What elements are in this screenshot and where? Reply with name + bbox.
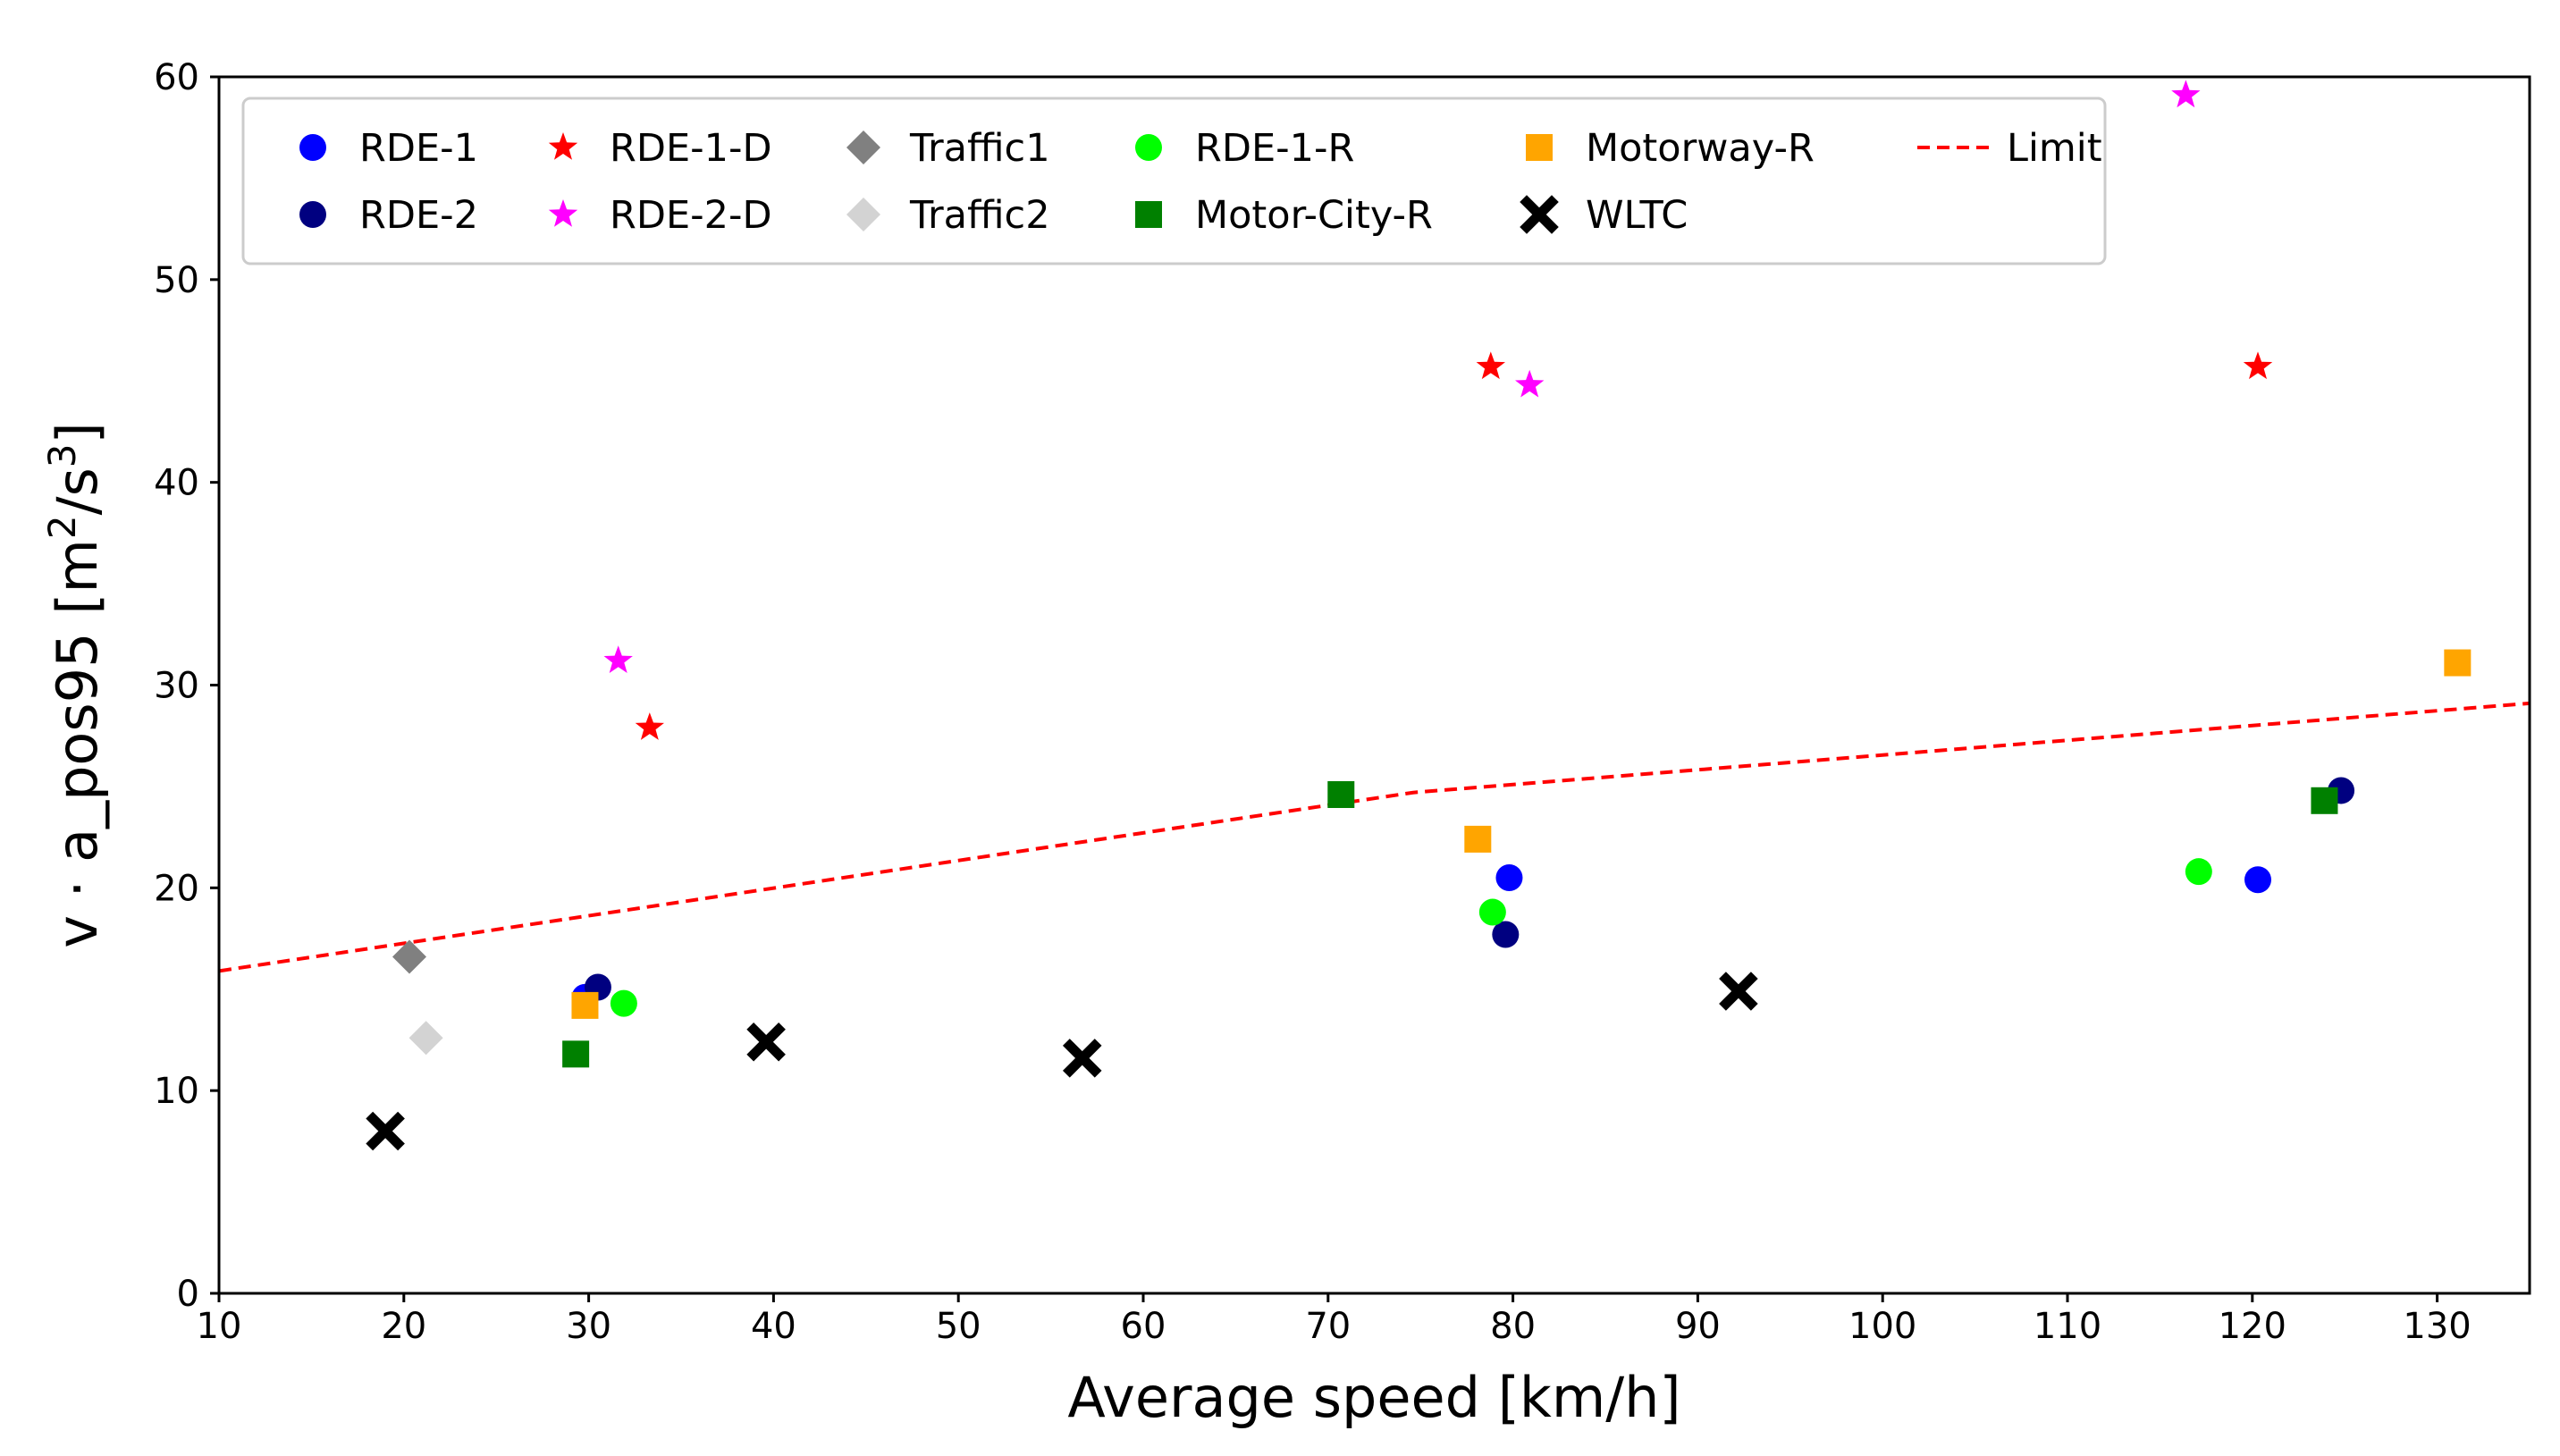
legend-label: Motorway-R (1586, 126, 1815, 171)
point-rde-1-d (2243, 351, 2273, 380)
legend-swatch (1526, 134, 1553, 161)
x-tick-label: 20 (381, 1306, 426, 1347)
legend-label: RDE-1-D (610, 126, 772, 171)
series-rde-1-d (635, 351, 2273, 740)
legend-swatch (299, 201, 326, 228)
legend-item-rde-2-d: RDE-2-D (548, 193, 772, 238)
x-tick-label: 100 (1848, 1306, 1916, 1347)
legend-item-rde-1-d: RDE-1-D (548, 126, 772, 171)
legend-item-rde-2: RDE-2 (299, 193, 478, 238)
data-markers (366, 80, 2472, 1151)
legend-swatch (548, 132, 578, 160)
limit-line (218, 701, 2531, 973)
point-motor-city-r (2311, 787, 2338, 814)
point-motor-city-r (562, 1040, 590, 1068)
legend-label: Limit (2007, 126, 2102, 171)
legend-swatch (1135, 201, 1162, 228)
y-tick-label: 30 (154, 666, 199, 707)
legend-item-motorway-r: Motorway-R (1526, 126, 1815, 171)
legend-label: RDE-2-D (610, 193, 772, 238)
legend-label: RDE-2 (359, 193, 478, 238)
point-motor-city-r (1327, 780, 1355, 808)
x-tick-label: 80 (1490, 1306, 1536, 1347)
point-wltc (746, 1022, 786, 1062)
legend-swatch (1520, 195, 1559, 234)
point-traffic2 (408, 1021, 443, 1056)
legend-swatch (548, 199, 578, 227)
legend-label: Motor-City-R (1195, 193, 1433, 238)
point-rde-1 (1495, 863, 1523, 891)
legend-item-traffic2: Traffic2 (846, 193, 1050, 238)
y-tick-label: 0 (177, 1274, 199, 1315)
legend-label: WLTC (1586, 193, 1688, 238)
x-tick-label: 40 (751, 1306, 796, 1347)
series-motorway-r (571, 649, 2472, 1019)
y-tick-label: 60 (154, 57, 199, 98)
series-rde-2-d (603, 80, 2201, 673)
y-tick-label: 20 (154, 868, 199, 909)
point-rde-1 (2244, 866, 2272, 894)
legend-swatch (1135, 134, 1162, 161)
point-wltc (1062, 1039, 1102, 1078)
series-rde-1 (571, 863, 2272, 1011)
legend-item-motor-city-r: Motor-City-R (1135, 193, 1433, 238)
x-tick-label: 120 (2219, 1306, 2286, 1347)
legend-swatch (846, 198, 880, 231)
legend-label: Traffic2 (909, 193, 1050, 238)
point-rde-1-r (2185, 858, 2212, 886)
x-axis-title: Average speed [km/h] (1067, 1365, 1680, 1430)
legend-item-rde-1-r: RDE-1-R (1135, 126, 1354, 171)
y-tick-label: 40 (154, 463, 199, 504)
point-wltc (366, 1111, 405, 1151)
axis-ticks: 10 20 30 40 50 60 70 80 90 100 110 120 1300102030405… (154, 57, 2472, 1347)
legend-item-traffic1: Traffic1 (846, 126, 1050, 171)
point-wltc (1719, 972, 1758, 1011)
series-motor-city-r (562, 780, 2338, 1068)
y-axis-title: v · a_pos95 [m2/s3] (40, 422, 110, 947)
point-motorway-r (571, 991, 599, 1019)
point-rde-1-r (1478, 898, 1506, 926)
legend: RDE-1 RDE-2 RDE-1-D RDE-2-D Traffic1 Traffic2… (241, 97, 2107, 265)
point-rde-1-d (1476, 351, 1505, 380)
x-tick-label: 10 (197, 1306, 242, 1347)
x-tick-label: 30 (566, 1306, 611, 1347)
series-wltc (366, 972, 1758, 1151)
x-tick-label: 110 (2034, 1306, 2101, 1347)
x-tick-label: 130 (2403, 1306, 2471, 1347)
series-rde-2 (584, 777, 2355, 1001)
legend-item-wltc: WLTC (1520, 193, 1688, 238)
x-tick-label: 50 (936, 1306, 981, 1347)
series-traffic2 (408, 1021, 443, 1056)
y-tick-label: 50 (154, 260, 199, 301)
legend-label: RDE-1 (359, 126, 478, 171)
series-rde-1-r (610, 858, 2212, 1017)
x-tick-label: 60 (1121, 1306, 1166, 1347)
legend-item-limit: Limit (1917, 126, 2102, 171)
x-tick-label: 90 (1675, 1306, 1721, 1347)
series-traffic1 (392, 939, 427, 974)
point-rde-2-d (1515, 369, 1545, 398)
x-tick-label: 70 (1305, 1306, 1351, 1347)
point-rde-2-d (603, 645, 633, 673)
legend-item-rde-1: RDE-1 (299, 126, 478, 171)
limit-line-layer (218, 701, 2531, 973)
point-motorway-r (2444, 649, 2472, 677)
point-rde-1-r (610, 989, 637, 1017)
legend-box (241, 97, 2107, 265)
y-tick-label: 10 (154, 1071, 199, 1112)
point-rde-1-d (635, 712, 664, 740)
legend-label: Traffic1 (909, 126, 1050, 171)
legend-label: RDE-1-R (1195, 126, 1354, 171)
point-rde-2 (1492, 921, 1520, 948)
point-motorway-r (1464, 825, 1492, 853)
point-rde-2-d (2171, 80, 2201, 108)
legend-swatch (846, 130, 880, 164)
point-traffic1 (392, 939, 427, 974)
legend-swatch (299, 134, 326, 161)
